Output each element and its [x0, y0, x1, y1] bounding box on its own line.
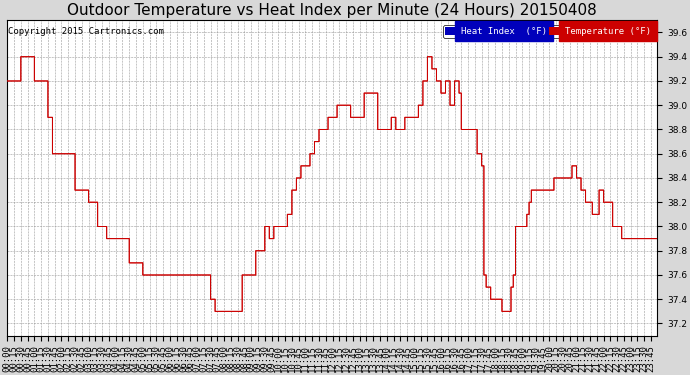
Legend: Heat Index  (°F), Temperature (°F): Heat Index (°F), Temperature (°F) [443, 25, 653, 38]
Text: Copyright 2015 Cartronics.com: Copyright 2015 Cartronics.com [8, 27, 164, 36]
Title: Outdoor Temperature vs Heat Index per Minute (24 Hours) 20150408: Outdoor Temperature vs Heat Index per Mi… [68, 3, 598, 18]
